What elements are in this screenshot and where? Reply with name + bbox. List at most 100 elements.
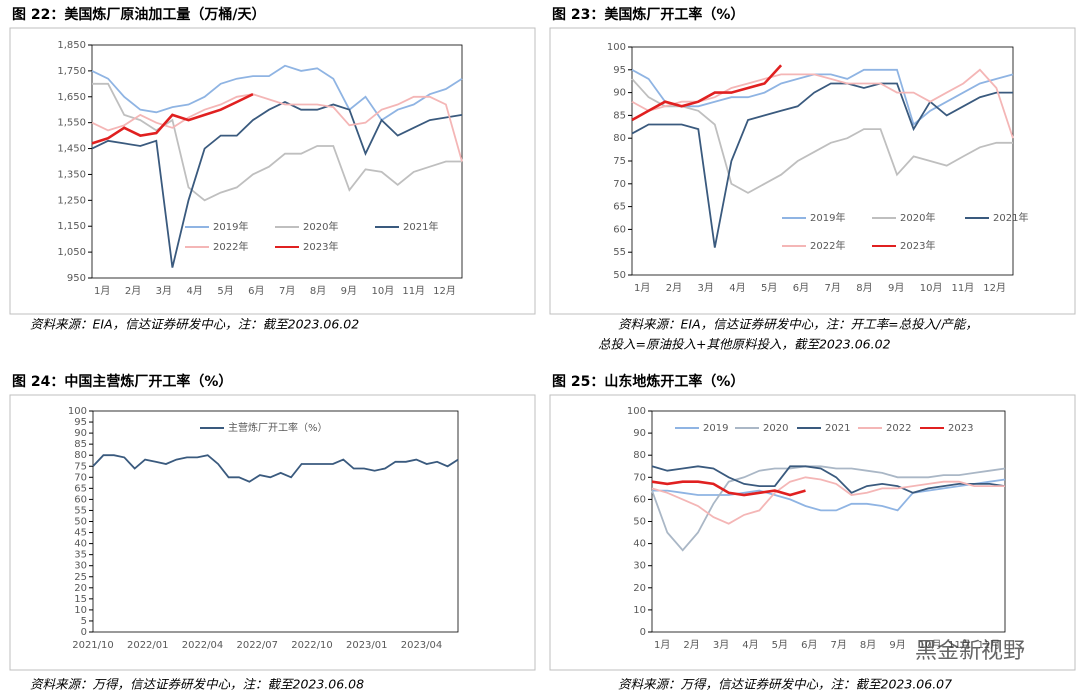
series-line (92, 454, 459, 483)
y-tick-label: 95 (613, 65, 626, 76)
x-tick-label: 11月 (952, 282, 975, 294)
x-tick-label: 1月 (94, 285, 110, 297)
y-tick-label: 50 (613, 270, 626, 281)
legend-label: 2020 (763, 423, 788, 434)
y-tick-label: 1,550 (57, 118, 86, 129)
x-tick-label: 4月 (729, 282, 745, 294)
x-tick-label: 10月 (920, 282, 943, 294)
x-tick-label: 5月 (761, 282, 777, 294)
y-tick-label: 95 (74, 417, 87, 428)
y-tick-label: 35 (74, 550, 87, 561)
legend-label: 2023 (948, 423, 973, 434)
x-tick-label: 4月 (742, 639, 758, 651)
y-tick-label: 100 (68, 406, 87, 417)
y-tick-label: 60 (633, 494, 646, 505)
x-tick-label: 7月 (831, 639, 847, 651)
watermark: 黑金新视野 (915, 639, 1025, 664)
x-tick-label: 10月 (372, 285, 395, 297)
y-tick-label: 20 (633, 583, 646, 594)
plot-frame (92, 410, 459, 633)
series-line (92, 82, 462, 202)
y-tick-label: 20 (74, 583, 87, 594)
y-tick-label: 60 (613, 224, 626, 235)
chart-frame (9, 27, 536, 315)
chart-title: 图 25：山东地炼开工率（%） (552, 373, 744, 390)
series-line (651, 476, 1005, 525)
x-tick-label: 8月 (310, 285, 326, 297)
series-line (91, 93, 254, 145)
legend-label: 2019年 (810, 211, 845, 224)
source-note: 资料来源：万得，信达证券研发中心，注：截至2023.06.07 (618, 677, 952, 692)
series-line (651, 465, 1006, 552)
x-tick-label: 9月 (341, 285, 357, 297)
y-tick-label: 0 (81, 627, 87, 638)
x-tick-label: 12月 (978, 639, 1001, 651)
y-tick-label: 1,450 (57, 144, 86, 155)
x-tick-label: 2月 (666, 282, 682, 294)
y-tick-label: 15 (74, 594, 87, 605)
y-tick-label: 90 (74, 428, 87, 439)
x-tick-label: 11月 (402, 285, 425, 297)
y-tick-label: 1,150 (57, 221, 86, 232)
y-tick-label: 5 (81, 616, 87, 627)
x-tick-label: 9月 (888, 282, 904, 294)
y-tick-label: 45 (74, 528, 87, 539)
x-tick-label: 2023/04 (401, 640, 443, 651)
y-tick-label: 30 (633, 561, 646, 572)
y-tick-label: 70 (613, 179, 626, 190)
y-tick-label: 10 (633, 605, 646, 616)
plot-frame (91, 44, 463, 279)
x-tick-label: 12月 (983, 282, 1006, 294)
legend-label: 2019年 (213, 220, 248, 233)
x-tick-label: 11月 (948, 639, 971, 651)
y-tick-label: 100 (607, 42, 626, 53)
legend-label: 2022年 (213, 240, 248, 253)
source-note: 资料来源：万得，信达证券研发中心，注：截至2023.06.08 (30, 677, 364, 692)
y-tick-label: 80 (74, 450, 87, 461)
series-line (91, 93, 463, 162)
chart-frame (549, 27, 1076, 315)
series-line (651, 465, 1006, 494)
x-tick-label: 7月 (279, 285, 295, 297)
x-tick-label: 5月 (217, 285, 233, 297)
y-tick-label: 70 (633, 472, 646, 483)
x-tick-label: 9月 (889, 639, 905, 651)
series-line (91, 64, 463, 122)
series-line (651, 480, 806, 497)
y-tick-label: 85 (613, 110, 626, 121)
x-tick-label: 2022/04 (182, 640, 224, 651)
x-tick-label: 2022/07 (236, 640, 278, 651)
x-tick-label: 2月 (683, 639, 699, 651)
x-tick-label: 6月 (793, 282, 809, 294)
y-tick-label: 1,250 (57, 195, 86, 206)
y-tick-label: 1,050 (57, 247, 86, 258)
source-note: 总投入=原油投入+其他原料投入，截至2023.06.02 (598, 337, 891, 352)
y-tick-label: 80 (613, 133, 626, 144)
plot-frame (651, 410, 1006, 633)
y-tick-label: 90 (633, 428, 646, 439)
y-tick-label: 1,650 (57, 92, 86, 103)
y-tick-label: 80 (633, 450, 646, 461)
chart-title: 图 24：中国主营炼厂开工率（%） (12, 373, 232, 390)
x-tick-label: 2021/10 (72, 640, 114, 651)
y-tick-label: 1,750 (57, 66, 86, 77)
y-tick-label: 50 (74, 517, 87, 528)
y-tick-label: 75 (613, 156, 626, 167)
y-tick-label: 70 (74, 472, 87, 483)
x-tick-label: 5月 (772, 639, 788, 651)
x-tick-label: 3月 (156, 285, 172, 297)
y-tick-label: 60 (74, 494, 87, 505)
x-tick-label: 7月 (825, 282, 841, 294)
x-tick-label: 2022/10 (291, 640, 333, 651)
legend-label: 2022 (886, 423, 911, 434)
x-tick-label: 10月 (919, 639, 942, 651)
y-tick-label: 65 (613, 202, 626, 213)
x-tick-label: 2022/01 (127, 640, 169, 651)
x-tick-label: 2月 (125, 285, 141, 297)
series-line (91, 101, 463, 268)
y-tick-label: 55 (74, 505, 87, 516)
x-tick-label: 2023/01 (346, 640, 388, 651)
chart-title: 图 22：美国炼厂原油加工量（万桶/天） (12, 6, 265, 23)
chart-title: 图 23：美国炼厂开工率（%） (552, 6, 744, 23)
y-tick-label: 1,350 (57, 169, 86, 180)
